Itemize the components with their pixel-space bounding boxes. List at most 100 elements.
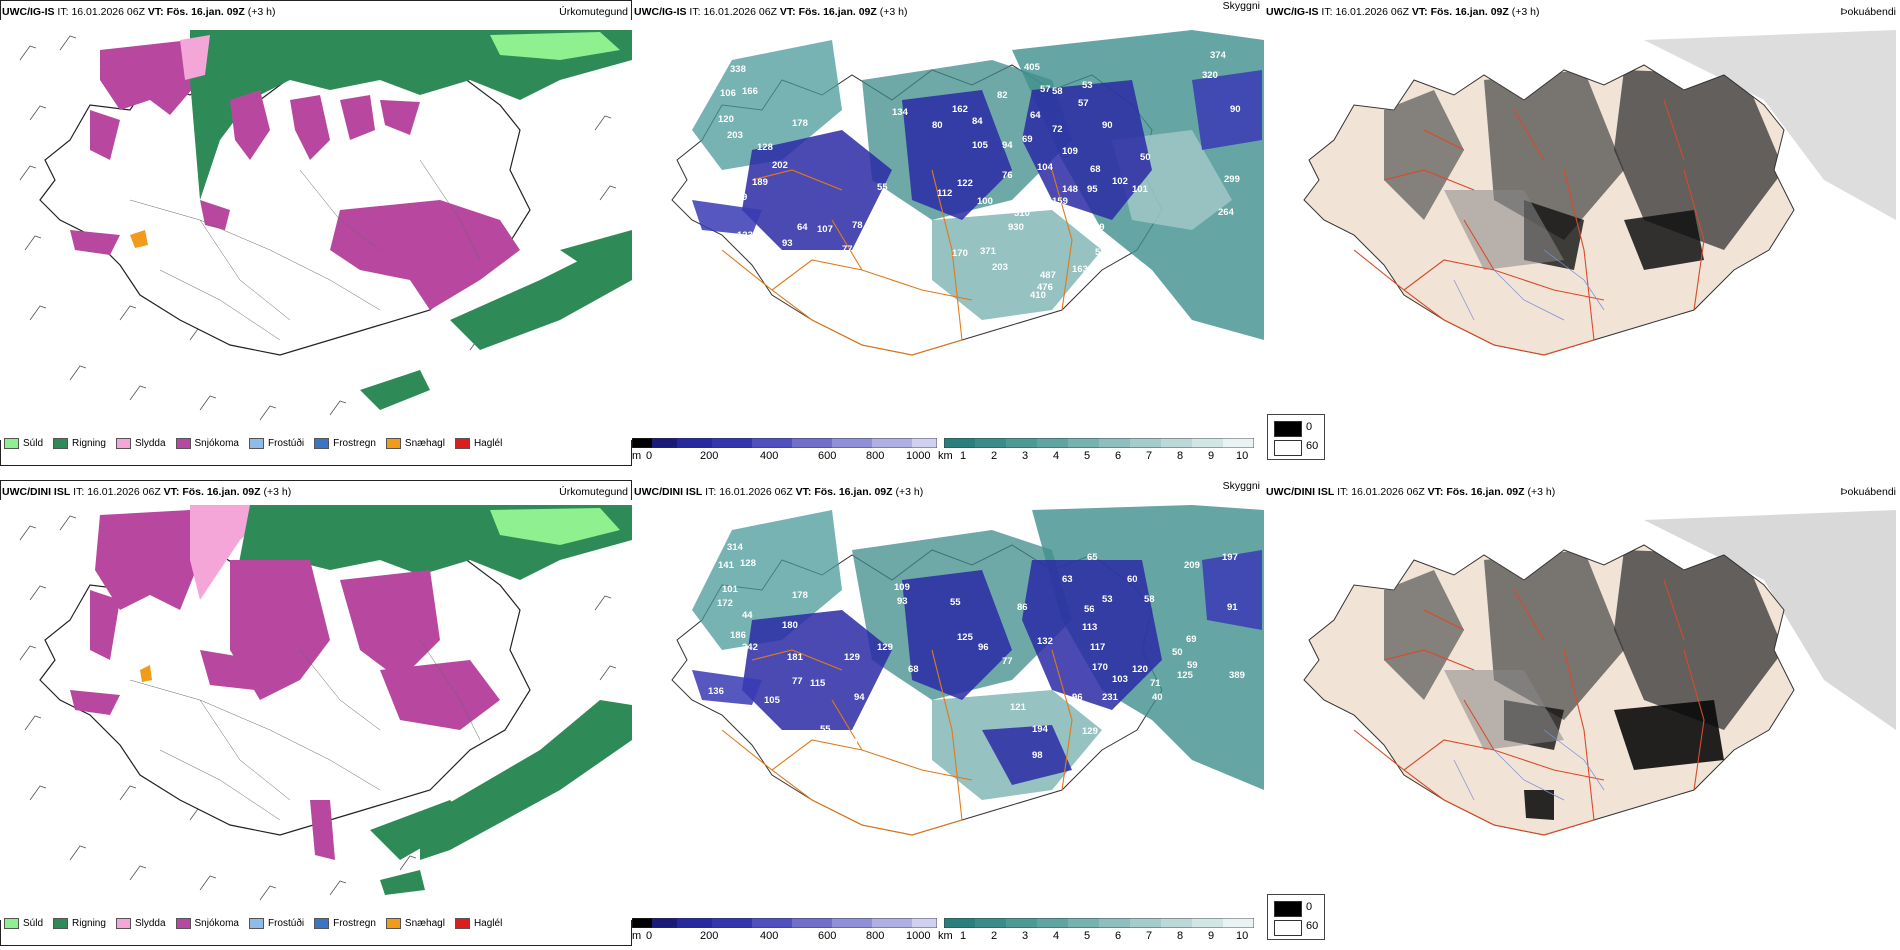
visibility-tick: 6	[1115, 450, 1122, 462]
svg-text:202: 202	[772, 160, 788, 171]
svg-text:129: 129	[877, 642, 893, 653]
legend-item-snjokoma: Snjókoma	[175, 918, 239, 929]
legend-item-haglel: Haglél	[454, 918, 502, 929]
init-time: 16.01.2026 06Z	[87, 486, 161, 498]
valid-label: VT:	[163, 486, 180, 498]
fog-legend-label: 0	[1306, 901, 1313, 913]
svg-text:95: 95	[1087, 184, 1098, 195]
visibility-colorbar-gradient	[943, 437, 1255, 449]
ceiling-areas	[692, 70, 1262, 250]
valid-time: Fös. 16.jan. 09Z	[798, 6, 877, 18]
precip-type-legend: Súld Rigning Slydda Snjókoma Frostúði Fr…	[4, 438, 502, 449]
cloud-panel-top: UWC/IG-IS IT: 16.01.2026 06Z VT: Fös. 16…	[631, 0, 1264, 468]
precip-type-panel-top: UWC/IG-IS IT: 16.01.2026 06Z VT: Fös. 16…	[0, 0, 632, 468]
visibility-unit: km	[938, 930, 953, 942]
svg-text:53: 53	[1082, 80, 1093, 91]
svg-text:374: 374	[1210, 50, 1227, 61]
svg-text:77: 77	[842, 244, 853, 255]
svg-text:138: 138	[697, 234, 713, 245]
svg-text:123: 123	[737, 230, 753, 241]
valid-time: Fös. 16.jan. 09Z	[1446, 486, 1525, 498]
svg-text:189: 189	[752, 177, 768, 188]
svg-text:172: 172	[717, 598, 733, 609]
svg-text:106: 106	[720, 88, 736, 99]
legend-item-snjokoma: Snjókoma	[175, 438, 239, 449]
fog-legend: 0 60	[1267, 894, 1325, 940]
legend-item-slydda: Slydda	[115, 918, 166, 929]
valid-label: VT:	[147, 6, 164, 18]
svg-text:181: 181	[787, 652, 804, 663]
svg-text:60: 60	[1127, 574, 1138, 585]
legend-item-frostregn: Frostregn	[314, 438, 376, 449]
svg-text:105: 105	[764, 695, 781, 706]
svg-text:166: 166	[742, 86, 758, 97]
visibility-tick: 3	[1022, 450, 1029, 462]
panel-type-label: Skyggni	[1222, 480, 1260, 492]
svg-text:82: 82	[997, 90, 1008, 101]
init-time: 16.01.2026 06Z	[719, 486, 793, 498]
svg-text:59: 59	[847, 737, 858, 748]
svg-text:159: 159	[1052, 196, 1068, 207]
svg-text:203: 203	[727, 130, 743, 141]
svg-text:64: 64	[797, 222, 808, 233]
visibility-tick: 9	[1208, 450, 1215, 462]
svg-text:371: 371	[980, 246, 997, 257]
valid-label: VT:	[1411, 6, 1428, 18]
precip-type-panel-bottom: UWC/DINI ISL IT: 16.01.2026 06Z VT: Fös.…	[0, 480, 632, 948]
model-name: UWC/IG-IS	[1266, 6, 1319, 18]
visibility-tick: 1	[960, 450, 967, 462]
svg-text:101: 101	[722, 584, 739, 595]
visibility-unit: km	[938, 450, 953, 462]
fog-map	[1264, 500, 1896, 920]
svg-text:178: 178	[792, 118, 808, 129]
svg-text:125: 125	[1177, 670, 1194, 681]
svg-text:58: 58	[1144, 594, 1155, 605]
legend-item-haglel: Haglél	[454, 438, 502, 449]
lead-time: (+3 h)	[879, 6, 908, 18]
svg-text:57: 57	[1078, 98, 1089, 109]
svg-text:58: 58	[1052, 86, 1063, 97]
svg-text:136: 136	[708, 686, 724, 697]
ceiling-tick: 1000	[906, 450, 931, 462]
ceiling-tick: 200	[700, 930, 719, 942]
valid-time: Fös. 16.jan. 09Z	[166, 6, 245, 18]
legend-item-sudl: Súld	[4, 918, 43, 929]
svg-text:94: 94	[854, 692, 865, 703]
precip-type-map	[0, 500, 632, 920]
ceiling-tick: 0	[646, 450, 653, 462]
visibility-tick: 2	[991, 450, 998, 462]
svg-text:109: 109	[894, 582, 910, 593]
precip-type-map	[0, 20, 632, 440]
svg-text:57: 57	[1040, 84, 1051, 95]
legend-item-sudl: Súld	[4, 438, 43, 449]
ceiling-colorbar-gradient	[631, 917, 938, 929]
svg-text:930: 930	[1008, 222, 1024, 233]
svg-text:69: 69	[1186, 634, 1197, 645]
panel-header: UWC/DINI ISL IT: 16.01.2026 06Z VT: Fös.…	[634, 486, 923, 498]
svg-text:119: 119	[732, 192, 747, 203]
svg-text:320: 320	[1202, 70, 1218, 81]
fog-shading	[1384, 550, 1784, 820]
visibility-tick: 4	[1053, 930, 1060, 942]
svg-text:163: 163	[1072, 264, 1088, 275]
svg-text:104: 104	[914, 702, 931, 713]
svg-text:112: 112	[937, 188, 952, 199]
svg-text:68: 68	[1090, 164, 1101, 175]
precip-type-legend: Súld Rigning Slydda Snjókoma Frostúði Fr…	[4, 918, 502, 929]
panel-header: UWC/DINI ISL IT: 16.01.2026 06Z VT: Fös.…	[2, 486, 291, 498]
visibility-tick: 3	[1022, 930, 1029, 942]
svg-text:64: 64	[1030, 110, 1041, 121]
visibility-tick: 6	[1115, 930, 1122, 942]
svg-text:56: 56	[1084, 604, 1095, 615]
svg-text:80: 80	[932, 120, 943, 131]
svg-text:50: 50	[1172, 647, 1183, 658]
svg-text:115: 115	[810, 678, 826, 689]
panel-type-label: Þokuábendi	[1840, 486, 1896, 498]
svg-text:84: 84	[972, 116, 983, 127]
svg-text:120: 120	[718, 114, 734, 125]
legend-item-snaehagl: Snæhagl	[385, 438, 445, 449]
svg-text:86: 86	[1017, 602, 1028, 613]
svg-text:102: 102	[1027, 184, 1043, 195]
fog-shading	[1384, 70, 1784, 270]
init-time: 16.01.2026 06Z	[1335, 6, 1409, 18]
